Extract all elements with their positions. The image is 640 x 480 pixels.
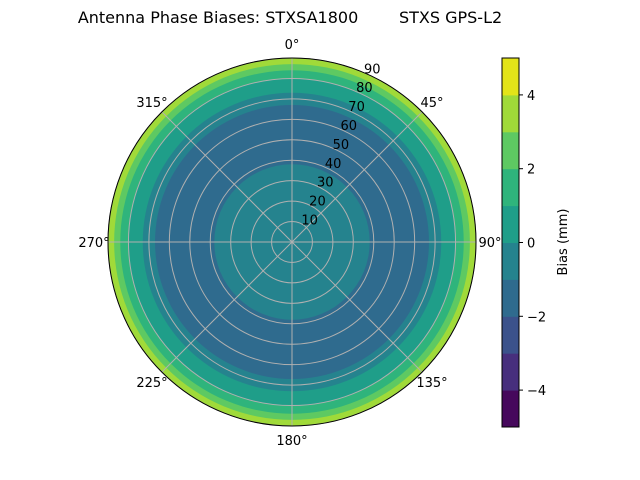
colorbar-segment <box>502 58 519 96</box>
colorbar-segment <box>502 390 519 428</box>
colorbar-segment <box>502 131 519 170</box>
radial-tick-label: 90 <box>364 62 381 77</box>
angular-tick-label: 180° <box>276 434 307 449</box>
colorbar-segment <box>502 205 519 243</box>
colorbar-tick-label: 2 <box>527 163 535 178</box>
colorbar-tick-label: −2 <box>527 310 546 325</box>
angular-gridline <box>161 241 293 373</box>
chart-title: Antenna Phase Biases: STXSA1800 STXS GPS… <box>78 8 502 27</box>
angular-tick-label: 0° <box>285 38 300 53</box>
colorbar-segment <box>502 94 519 133</box>
colorbar-segment <box>502 242 519 280</box>
colorbar-tick-label: 4 <box>527 89 535 104</box>
angular-gridline <box>291 241 423 373</box>
polar-frame <box>107 57 477 427</box>
radial-tick-label: 50 <box>333 138 350 153</box>
radial-tick-label: 40 <box>325 157 342 172</box>
angular-tick-label: 90° <box>478 236 501 251</box>
colorbar-segment <box>502 316 519 354</box>
angular-tick-label: 45° <box>420 96 443 111</box>
colorbar-segment <box>502 168 519 207</box>
angular-gridline <box>161 111 293 243</box>
radial-tick-label: 30 <box>317 176 334 191</box>
radial-tick-label: 10 <box>301 213 318 228</box>
angular-tick-label: 315° <box>136 96 167 111</box>
angular-tick-label: 225° <box>136 376 167 391</box>
radial-tick-label: 80 <box>356 81 373 96</box>
radial-tick-label: 60 <box>340 119 357 134</box>
colorbar-segment <box>502 279 519 317</box>
colorbar-tick-label: −4 <box>527 384 546 399</box>
angular-tick-label: 270° <box>78 236 109 251</box>
colorbar-segment <box>502 353 519 391</box>
radial-tick-label: 20 <box>309 195 326 210</box>
colorbar-label: Bias (mm) <box>556 209 571 276</box>
colorbar-tick-label: 0 <box>527 237 535 252</box>
angular-gridline <box>291 111 423 243</box>
radial-tick-label: 70 <box>348 100 365 115</box>
angular-tick-label: 135° <box>416 376 447 391</box>
